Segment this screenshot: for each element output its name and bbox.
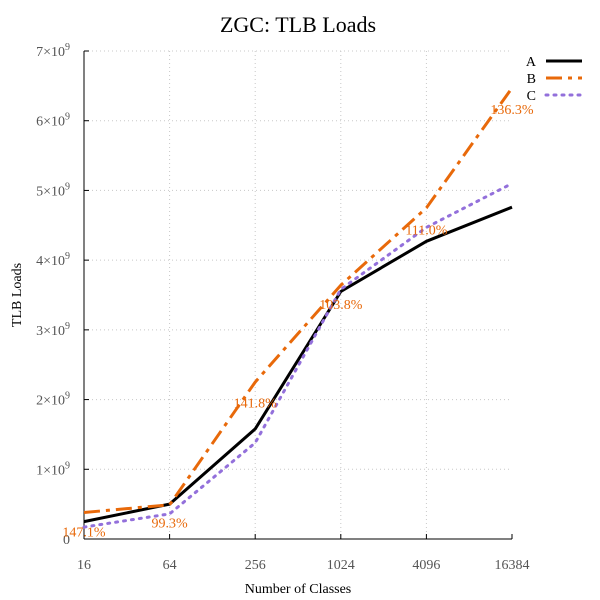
y-tick-label: 1×109 [36,460,70,478]
series-line-c [82,182,514,529]
y-tick-label: 4×109 [36,251,70,269]
legend-label-b: B [527,72,536,87]
y-tick-exponent: 9 [65,112,70,123]
y-tick-exponent: 9 [65,251,70,262]
annotations: 147.1% 99.3% 141.8% 103.8% 111.0% 136.3% [62,103,534,540]
chart-title: ZGC: TLB Loads [220,12,376,37]
y-tick-label: 3×109 [36,321,70,339]
data-annotation: 99.3% [152,516,189,531]
axes: 0 1×109 2×109 3×109 4×109 5×109 6×109 7×109 16 64… [36,42,529,573]
x-axis-label: Number of Classes [245,582,352,597]
y-tick-exponent: 9 [65,391,70,402]
x-tick-label: 16384 [495,558,530,573]
x-tick-label: 1024 [327,558,355,573]
x-tick-label: 4096 [412,558,440,573]
y-axis-label: TLB Loads [10,263,25,327]
series-lines [82,87,514,529]
data-annotation: 136.3% [490,103,534,118]
series-line-b [83,87,514,514]
y-tick-label: 6×109 [36,112,70,130]
data-annotation: 111.0% [405,223,447,238]
y-tick-label: 0 [63,533,70,548]
data-annotation: 103.8% [319,298,363,313]
data-annotation: 147.1% [62,525,106,540]
x-tick-label: 16 [77,558,91,573]
y-tick-label: 2×109 [36,391,70,409]
y-tick-label: 5×109 [36,181,70,199]
y-tick-exponent: 9 [65,42,70,53]
legend-label-c: C [527,89,536,104]
y-tick-exponent: 9 [65,460,70,471]
y-tick-exponent: 9 [65,321,70,332]
grid [84,50,512,539]
data-annotation: 141.8% [234,396,278,411]
y-tick-exponent: 9 [65,181,70,192]
x-tick-label: 64 [163,558,177,573]
y-tick-label: 7×109 [36,42,70,60]
legend: ABC [526,55,584,104]
legend-label-a: A [526,55,537,70]
x-tick-label: 256 [245,558,266,573]
